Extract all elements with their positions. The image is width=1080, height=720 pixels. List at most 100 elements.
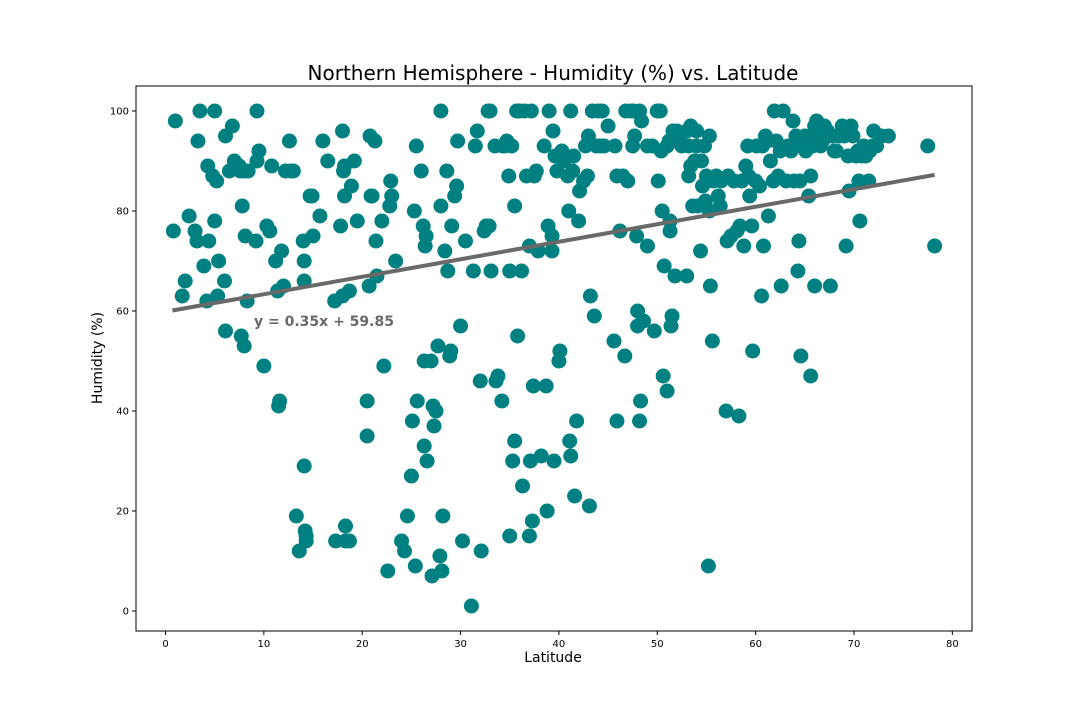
data-point xyxy=(718,403,734,419)
data-point xyxy=(546,453,562,469)
data-point xyxy=(632,413,648,429)
data-point xyxy=(190,133,206,149)
data-point xyxy=(652,103,668,119)
data-point xyxy=(744,218,760,234)
data-point xyxy=(305,228,321,244)
data-point xyxy=(927,238,943,254)
data-point xyxy=(298,533,314,549)
y-axis: 0 20 40 60 80 100 xyxy=(110,107,136,618)
y-tick-label: 100 xyxy=(110,107,129,118)
data-point xyxy=(561,203,577,219)
data-point xyxy=(752,178,768,194)
data-point xyxy=(453,318,469,334)
data-point xyxy=(662,223,678,239)
data-point xyxy=(346,153,362,169)
data-point xyxy=(469,123,485,139)
data-point xyxy=(209,173,225,189)
data-point xyxy=(444,218,460,234)
data-point xyxy=(367,133,383,149)
x-tick-label: 70 xyxy=(848,639,861,650)
data-point xyxy=(525,378,541,394)
data-point xyxy=(343,178,359,194)
data-point xyxy=(404,413,420,429)
y-tick-label: 0 xyxy=(123,607,129,618)
data-point xyxy=(432,548,448,564)
data-point xyxy=(418,228,434,244)
data-point xyxy=(507,198,523,214)
data-point xyxy=(609,413,625,429)
data-point xyxy=(634,113,650,129)
data-point xyxy=(174,288,190,304)
data-point xyxy=(745,343,761,359)
y-tick-label: 20 xyxy=(116,507,129,518)
data-point xyxy=(571,213,587,229)
data-point xyxy=(524,513,540,529)
data-point xyxy=(785,113,801,129)
data-point xyxy=(482,103,498,119)
data-point xyxy=(236,338,252,354)
data-point xyxy=(510,328,526,344)
data-point xyxy=(288,508,304,524)
data-point xyxy=(248,233,264,249)
data-point xyxy=(384,188,400,204)
data-point xyxy=(337,518,353,534)
data-point xyxy=(388,253,404,269)
data-point xyxy=(679,268,695,284)
data-point xyxy=(845,128,861,144)
points-layer xyxy=(165,103,943,614)
data-point xyxy=(803,368,819,384)
data-point xyxy=(567,488,583,504)
data-point xyxy=(281,133,297,149)
x-axis-label: Latitude xyxy=(524,650,582,666)
data-point xyxy=(563,448,579,464)
data-point xyxy=(515,478,531,494)
x-tick-label: 60 xyxy=(749,639,762,650)
y-tick-label: 40 xyxy=(116,407,129,418)
data-point xyxy=(333,218,349,234)
data-point xyxy=(656,258,672,274)
data-point xyxy=(544,228,560,244)
data-point xyxy=(736,238,752,254)
data-point xyxy=(732,218,748,234)
data-point xyxy=(416,438,432,454)
data-point xyxy=(433,198,449,214)
data-point xyxy=(762,153,778,169)
data-point xyxy=(481,218,497,234)
data-point xyxy=(440,263,456,279)
data-point xyxy=(494,393,510,409)
data-point xyxy=(428,403,444,419)
x-tick-label: 30 xyxy=(454,639,467,650)
y-axis-label: Humidity (%) xyxy=(90,312,106,404)
data-point xyxy=(433,103,449,119)
data-point xyxy=(296,458,312,474)
data-point xyxy=(435,508,451,524)
chart-title: Northern Hemisphere - Humidity (%) vs. L… xyxy=(308,61,799,85)
data-point xyxy=(838,238,854,254)
data-point xyxy=(689,123,705,139)
data-point xyxy=(659,383,675,399)
data-point xyxy=(472,373,488,389)
data-point xyxy=(490,368,506,384)
data-point xyxy=(341,283,357,299)
data-point xyxy=(165,223,181,239)
data-point xyxy=(320,153,336,169)
y-tick-label: 80 xyxy=(116,207,129,218)
data-point xyxy=(803,168,819,184)
data-point xyxy=(562,433,578,449)
data-point xyxy=(541,103,557,119)
data-point xyxy=(664,308,680,324)
data-point xyxy=(793,348,809,364)
data-point xyxy=(702,278,718,294)
data-point xyxy=(552,343,568,359)
data-point xyxy=(617,348,633,364)
data-point xyxy=(211,253,227,269)
data-point xyxy=(465,263,481,279)
data-point xyxy=(704,333,720,349)
data-point xyxy=(655,368,671,384)
data-point xyxy=(627,128,643,144)
data-point xyxy=(822,278,838,294)
data-point xyxy=(285,163,301,179)
x-tick-label: 0 xyxy=(162,639,168,650)
data-point xyxy=(650,173,666,189)
data-point xyxy=(636,313,651,329)
